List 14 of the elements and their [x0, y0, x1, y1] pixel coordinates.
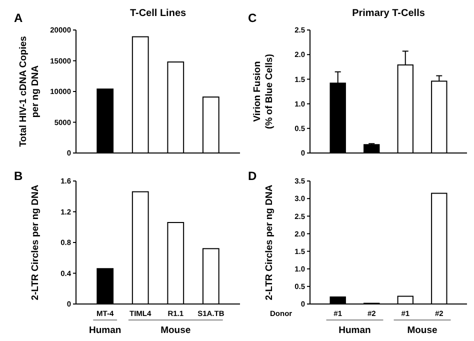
text: Mouse — [160, 325, 191, 336]
y-axis-title: Virion Fusion (% of Blue Cells) — [252, 54, 275, 129]
text: A — [14, 11, 23, 25]
text: Human — [338, 325, 372, 336]
chart-title: T-Cell Lines — [130, 8, 186, 19]
text: Mouse — [407, 325, 438, 336]
text: B — [14, 169, 23, 183]
y-axis-title: 2-LTR Circles per ng DNA — [30, 184, 41, 300]
text: D — [248, 169, 257, 183]
text: C — [248, 11, 257, 25]
chart-title: Primary T-Cells — [352, 8, 426, 19]
y-axis-title: Total HIV-1 cDNA Copies per ng DNA — [18, 36, 41, 147]
text: Human — [88, 325, 122, 336]
y-axis-title: 2-LTR Circles per ng DNA — [264, 184, 275, 300]
